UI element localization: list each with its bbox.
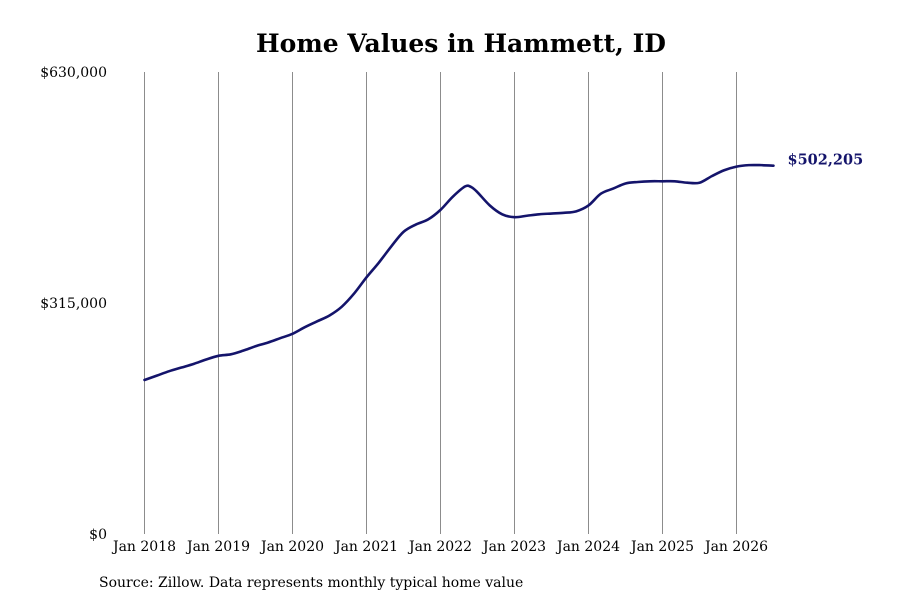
last-value-label: $502,205 (788, 152, 864, 169)
x-axis-tick-labels: Jan 2018 Jan 2019 Jan 2020 Jan 2021 Jan 2022… (111, 539, 768, 555)
grid-lines (144, 72, 737, 534)
x-tick-label: Jan 2025 (629, 539, 694, 555)
x-tick-label: Jan 2022 (407, 539, 472, 555)
x-tick-label: Jan 2019 (185, 539, 250, 555)
x-tick-label: Jan 2021 (333, 539, 398, 555)
y-axis-tick-labels: $0 $315,000 $630,000 (40, 65, 107, 543)
series-group (143, 163, 775, 382)
y-tick-label: $0 (89, 527, 107, 543)
x-tick-label: Jan 2023 (481, 539, 546, 555)
x-tick-label: Jan 2026 (703, 539, 768, 555)
x-tick-label: Jan 2018 (111, 539, 176, 555)
source-note: Source: Zillow. Data represents monthly … (99, 575, 523, 591)
home-value-line (143, 163, 775, 382)
y-tick-label: $315,000 (40, 296, 107, 312)
y-tick-label: $630,000 (40, 65, 107, 81)
x-tick-label: Jan 2020 (259, 539, 324, 555)
chart-title: Home Values in Hammett, ID (256, 29, 666, 58)
x-tick-label: Jan 2024 (555, 539, 620, 555)
